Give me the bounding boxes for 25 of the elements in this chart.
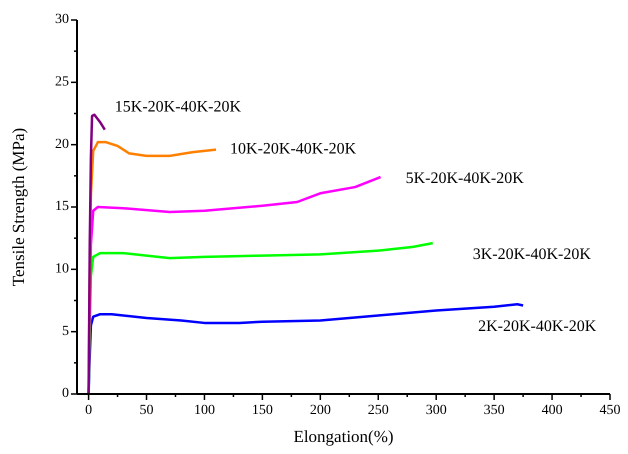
x-tick-label: 0 (85, 403, 92, 418)
series-label: 15K-20K-40K-20K (114, 98, 242, 116)
text: 3K-20K-40K-20K (472, 246, 592, 263)
y-tick-label: 10 (55, 262, 69, 277)
y-tick-label: 5 (62, 324, 69, 339)
y-tick-label: 25 (55, 74, 69, 90)
series-label: 5K-20K-40K-20K (406, 170, 524, 187)
x-tick-label: 450 (600, 403, 620, 418)
x-tick-label: 200 (310, 403, 331, 418)
y-axis-title: Tensile Strength (MPa) (9, 128, 28, 286)
x-tick-label: 50 (140, 403, 154, 418)
x-axis-title: Elongation(%) (293, 427, 394, 446)
y-tick-label: 20 (55, 136, 69, 152)
x-tick-label: 400 (542, 403, 563, 418)
x-tick-label: 150 (252, 403, 273, 418)
line-series (87, 113, 106, 396)
y-tick-label: 0 (62, 386, 69, 402)
series-label: 10K-20K-40K-20K (230, 140, 357, 158)
x-tick-label: 300 (426, 403, 447, 418)
x-tick-label: 250 (368, 403, 389, 418)
series-label: 2K-20K-40K-20K (478, 318, 597, 336)
x-tick-label: 100 (194, 403, 215, 418)
x-tick-label: 350 (484, 403, 505, 418)
y-tick-label: 30 (55, 12, 69, 28)
y-tick-label: 15 (55, 199, 69, 214)
